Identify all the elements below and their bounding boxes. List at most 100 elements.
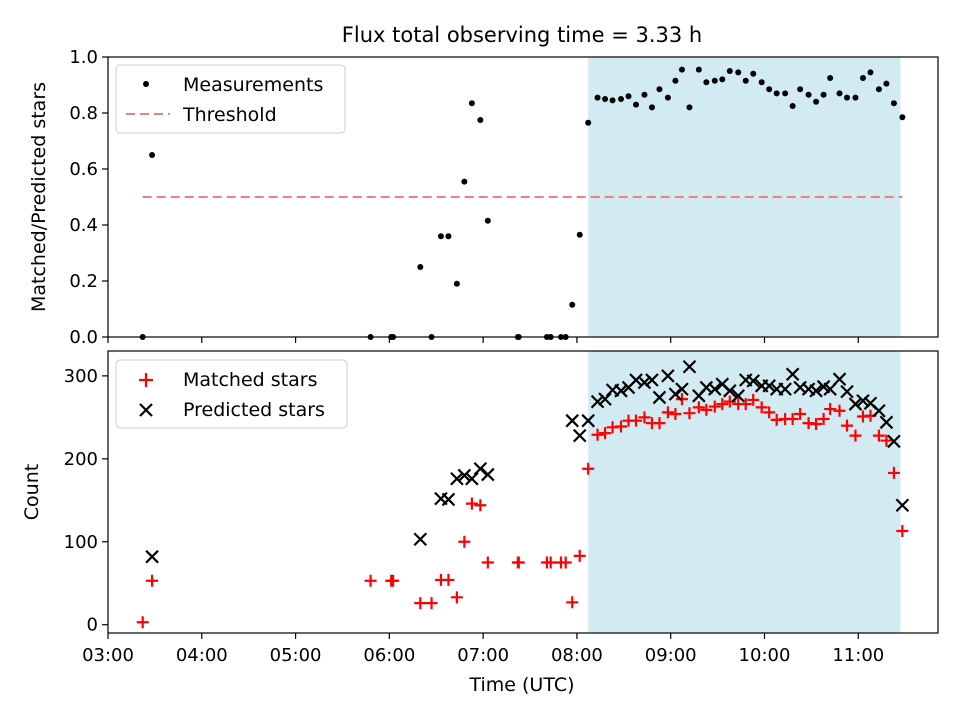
measurements-point (859, 75, 866, 81)
measurements-point (703, 79, 710, 86)
matched-stars-point (566, 596, 579, 609)
measurements-point (820, 91, 827, 98)
top-y-axis-label: Matched/Predicted stars (28, 82, 50, 312)
predicted-stars-point (832, 372, 847, 386)
y-tick-label: 0 (87, 615, 98, 636)
predicted-stars-point (590, 394, 605, 409)
x-tick-label: 09:00 (645, 645, 697, 666)
measurements-point (758, 79, 765, 86)
measurements-point (789, 103, 796, 109)
bottom-x-axis: 03:00 04:00 05:00 06:00 07:00 08:00 09:00 10:00… (82, 633, 884, 666)
matched-stars-point (675, 393, 688, 406)
matched-stars-point (833, 404, 846, 417)
legend-predicted-label: Predicted stars (183, 399, 325, 421)
measurements-point (805, 91, 812, 98)
measurements-point (585, 119, 592, 126)
measurements-point (468, 100, 475, 107)
measurements-point (813, 98, 820, 105)
predicted-stars-point (762, 379, 776, 393)
legend-matched-marker (139, 373, 153, 387)
matched-stars-point (763, 406, 776, 419)
measurements-point (782, 90, 789, 97)
x-tick-label: 11:00 (832, 645, 884, 666)
predicted-stars-point (413, 532, 428, 547)
matched-stars-point (716, 398, 729, 411)
predicted-stars-point (661, 369, 675, 383)
measurements-point (695, 66, 702, 73)
measurements-point (797, 86, 804, 93)
measurements-point (852, 94, 859, 101)
measurements-point (883, 80, 890, 87)
measurements-point (569, 301, 576, 308)
measurements-point (867, 69, 874, 76)
matched-stars-point (387, 574, 400, 587)
y-tick-label: 0.2 (69, 271, 98, 292)
matched-stars-point (739, 398, 752, 411)
measurements-point (678, 66, 685, 73)
predicted-stars-point (887, 434, 901, 449)
predicted-stars-point (629, 373, 643, 387)
measurements-point (453, 280, 460, 287)
measurements-point (437, 233, 444, 240)
top-plot-frame (107, 56, 939, 338)
measurements-point (742, 77, 749, 84)
bottom-y-axis-label: Count (21, 464, 43, 520)
matched-stars-point (442, 573, 455, 586)
predicted-stars-point (598, 392, 612, 406)
matched-stars-point (824, 403, 837, 416)
chart-title: Flux total observing time = 3.33 h (342, 23, 702, 47)
measurements-point (726, 68, 733, 74)
predicted-stars-point (645, 373, 659, 387)
predicted-stars-point (879, 415, 894, 430)
matched-stars-point (512, 556, 525, 569)
predicted-stars-point (572, 428, 587, 443)
measurements-point (641, 91, 648, 98)
bottom-highlight-span (588, 351, 901, 633)
legend-measurements-label: Measurements (183, 74, 323, 96)
predicted-stars-point (652, 390, 667, 405)
measurements-point (664, 94, 671, 101)
predicted-stars-point (856, 393, 870, 408)
predicted-stars-point (637, 375, 652, 390)
matched-stars-point (630, 414, 643, 427)
predicted-stars-point (614, 384, 628, 398)
legend-measurements-marker (143, 81, 149, 87)
matched-stars-point (544, 556, 557, 569)
x-tick-label: 04:00 (176, 645, 228, 666)
x-tick-label: 06:00 (363, 645, 415, 666)
x-axis-label: Time (UTC) (468, 674, 574, 696)
matched-stars-point (794, 408, 807, 421)
predicted-stars-point (848, 397, 863, 411)
matched-stars-point (599, 427, 612, 440)
measurements-point (890, 100, 897, 107)
measurements-point (609, 97, 616, 104)
predicted-stars-point (778, 382, 792, 396)
bottom-legend: Matched stars Predicted stars (115, 359, 348, 429)
matched-stars-point (817, 413, 830, 426)
matched-stars-point (425, 597, 438, 610)
top-panel: 0.0 0.2 0.4 0.6 0.8 1.0 Matched/Predicted sta… (28, 47, 939, 348)
matched-stars-point (653, 417, 666, 430)
matched-stars-point (465, 497, 478, 510)
matched-stars-point (880, 434, 893, 447)
measurements-point (899, 114, 906, 121)
matched-stars-point (683, 407, 696, 420)
predicted-stars-point (809, 384, 823, 398)
measurements-point (149, 152, 156, 158)
legend-matched-label: Matched stars (183, 369, 317, 391)
predicted-stars-point (581, 413, 595, 428)
measurements-point (735, 69, 742, 76)
y-tick-label: 200 (64, 449, 98, 470)
measurements-point (618, 96, 625, 102)
y-tick-label: 0.4 (69, 215, 98, 236)
predicted-stars-point (840, 384, 854, 399)
matched-stars-point (669, 408, 682, 421)
y-tick-label: 300 (64, 366, 98, 387)
measurements-point (672, 77, 679, 84)
matched-stars-point (481, 556, 494, 569)
top-x-axis (107, 337, 859, 343)
matched-stars-point (582, 462, 595, 475)
measurements-point (576, 231, 583, 238)
legend-threshold-label: Threshold (182, 104, 277, 126)
